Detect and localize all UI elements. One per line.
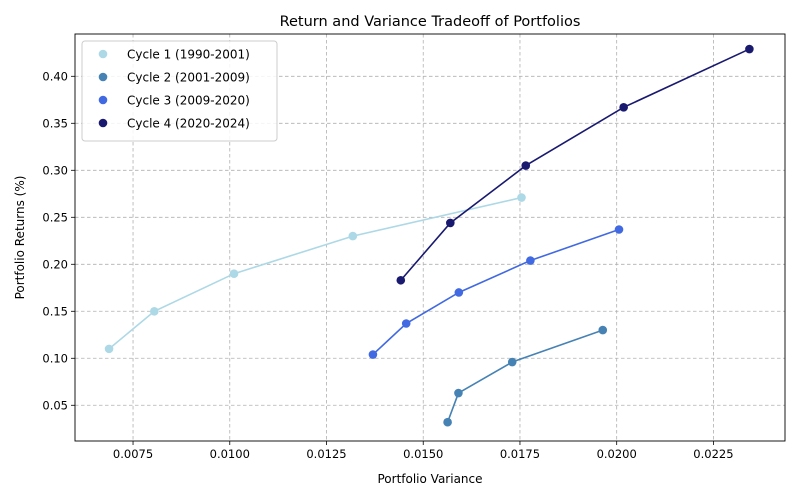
data-point	[614, 225, 624, 234]
y-tick-label: 0.05	[42, 398, 68, 412]
legend-label: Cycle 4 (2020-2024)	[127, 117, 250, 131]
legend-box	[81, 40, 278, 142]
x-tick-label: 0.0150	[403, 447, 443, 461]
data-point	[396, 275, 406, 285]
data-point	[401, 319, 411, 328]
data-point	[348, 231, 358, 241]
data-point	[229, 269, 239, 278]
data-point	[598, 325, 608, 335]
y-axis-label: Portfolio Returns (%)	[13, 176, 27, 300]
data-point	[745, 44, 754, 54]
legend-marker	[98, 72, 108, 82]
grid	[75, 34, 785, 441]
data-point	[526, 256, 535, 265]
data-point	[104, 344, 114, 354]
data-point	[507, 357, 517, 367]
data-point	[521, 161, 531, 170]
y-tick-label: 0.10	[42, 351, 68, 365]
y-tick-label: 0.15	[42, 304, 68, 318]
legend-label: Cycle 2 (2001-2009)	[127, 71, 250, 85]
series-3	[368, 225, 624, 359]
plot-frame	[74, 33, 786, 442]
y-tick-label: 0.30	[42, 163, 68, 177]
legend: Cycle 1 (1990-2001) Cycle 2 (2001-2009) Cy…	[81, 40, 278, 142]
chart-title: Return and Variance Tradeoff of Portfoli…	[280, 14, 581, 30]
legend-marker	[98, 49, 108, 59]
legend-label: Cycle 3 (2009-2020)	[127, 94, 250, 108]
data-point	[517, 193, 526, 202]
series-1	[104, 193, 526, 354]
y-tick-label: 0.25	[42, 210, 68, 224]
y-tick-label: 0.40	[42, 69, 68, 83]
x-axis-label: Portfolio Variance	[377, 472, 482, 486]
legend-marker	[98, 118, 108, 128]
data-point	[150, 306, 159, 316]
x-tick-label: 0.0125	[306, 447, 346, 461]
y-tick-label: 0.35	[42, 116, 68, 130]
series-4	[396, 44, 754, 285]
y-tick-label: 0.20	[42, 257, 68, 271]
series-layer	[104, 44, 754, 427]
series-2	[443, 325, 608, 427]
data-point	[446, 218, 455, 228]
x-tick-label: 0.0200	[597, 447, 637, 461]
data-point	[454, 288, 464, 297]
series-line	[446, 329, 604, 423]
legend-label: Cycle 1 (1990-2001)	[127, 48, 250, 62]
legend-marker	[98, 95, 108, 105]
x-tick-label: 0.0175	[500, 447, 540, 461]
data-point	[368, 350, 378, 359]
data-point	[443, 417, 452, 427]
data-point	[454, 388, 463, 398]
data-point	[619, 103, 628, 112]
x-tick-label: 0.0100	[210, 447, 250, 461]
x-tick-label: 0.0075	[113, 447, 153, 461]
x-tick-label: 0.0225	[693, 447, 733, 461]
axis-ticks: 0.0075 0.0100 0.0125 0.0150 0.0175 0.0200 0.02…	[42, 69, 733, 461]
